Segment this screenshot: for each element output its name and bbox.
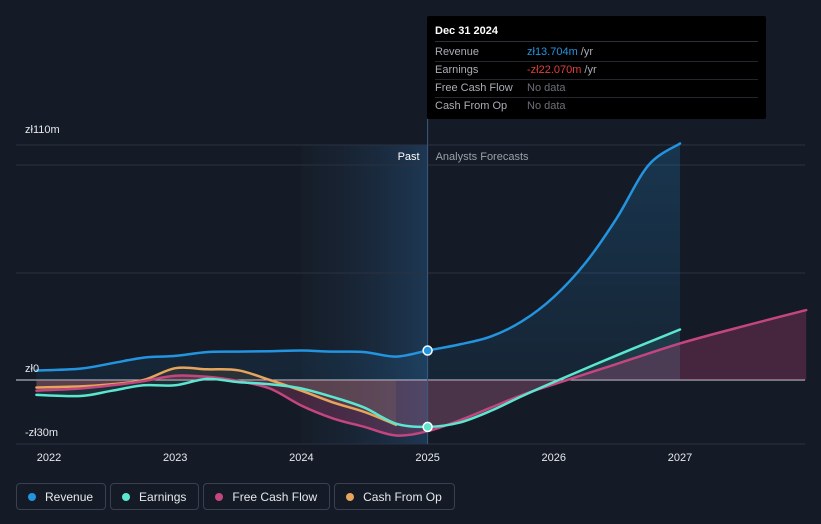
legend-item-free-cash-flow[interactable]: Free Cash Flow (203, 483, 331, 510)
x-tick-label: 2023 (163, 452, 187, 464)
tooltip-value: -zł22.070m (527, 64, 582, 76)
tooltip-label: Cash From Op (435, 100, 508, 112)
legend-label: Cash From Op (363, 489, 442, 504)
past-label: Past (398, 151, 420, 163)
legend-label: Revenue (45, 489, 94, 504)
highlight-markers (422, 345, 433, 433)
series-lines (35, 142, 808, 437)
revenue-dot-icon (28, 492, 36, 501)
tooltip-unit: /yr (584, 64, 597, 76)
cash-from-op-dot-icon (346, 492, 355, 501)
y-tick-label: zł110m (25, 124, 60, 136)
series-line-free-cash-flow (35, 308, 808, 437)
tooltip-row-revenue: Revenue zł13.704m /yr (435, 44, 758, 62)
tooltip-label: Revenue (435, 46, 480, 58)
x-tick-label: 2022 (37, 452, 61, 464)
legend-item-earnings[interactable]: Earnings (110, 483, 200, 510)
tooltip-value: No data (527, 100, 566, 112)
earnings-dot-icon (122, 492, 131, 501)
x-tick-label: 2027 (668, 452, 692, 464)
tooltip-row-earnings: Earnings -zł22.070m /yr (435, 62, 758, 80)
forecast-label: Analysts Forecasts (436, 151, 529, 163)
series-line-earnings (35, 328, 682, 429)
tooltip-value: zł13.704m (527, 46, 578, 58)
tooltip-row-free-cash-flow: Free Cash Flow No data (435, 80, 758, 98)
legend-item-revenue[interactable]: Revenue (16, 483, 107, 510)
tooltip-row-cash-from-op: Cash From Op No data (435, 98, 758, 115)
x-tick-label: 2024 (289, 452, 313, 464)
y-tick-label: -zł30m (25, 427, 58, 439)
x-tick-label: 2025 (415, 452, 439, 464)
legend-item-cash-from-op[interactable]: Cash From Op (334, 483, 455, 510)
highlight-marker (422, 345, 433, 356)
legend-label: Free Cash Flow (232, 489, 318, 504)
series-fill (36, 310, 807, 436)
tooltip: Dec 31 2024 Revenue zł13.704m /yr Earnin… (427, 16, 766, 119)
tooltip-label: Earnings (435, 64, 479, 76)
legend: Revenue Earnings Free Cash Flow Cash Fro… (16, 483, 455, 510)
x-axis: 2022 2023 2024 2025 2026 2027 (37, 452, 692, 464)
tooltip-label: Free Cash Flow (435, 82, 513, 94)
tooltip-date: Dec 31 2024 (435, 24, 758, 42)
y-tick-label: zł0 (25, 363, 39, 375)
free-cash-flow-dot-icon (215, 492, 224, 501)
highlight-marker (422, 421, 433, 433)
tooltip-unit: /yr (580, 46, 593, 58)
series-line-revenue (35, 142, 682, 372)
tooltip-value: No data (527, 82, 566, 94)
x-tick-label: 2026 (542, 452, 566, 464)
legend-label: Earnings (139, 489, 187, 504)
y-axis: zł110m zł0 -zł30m (25, 124, 60, 439)
